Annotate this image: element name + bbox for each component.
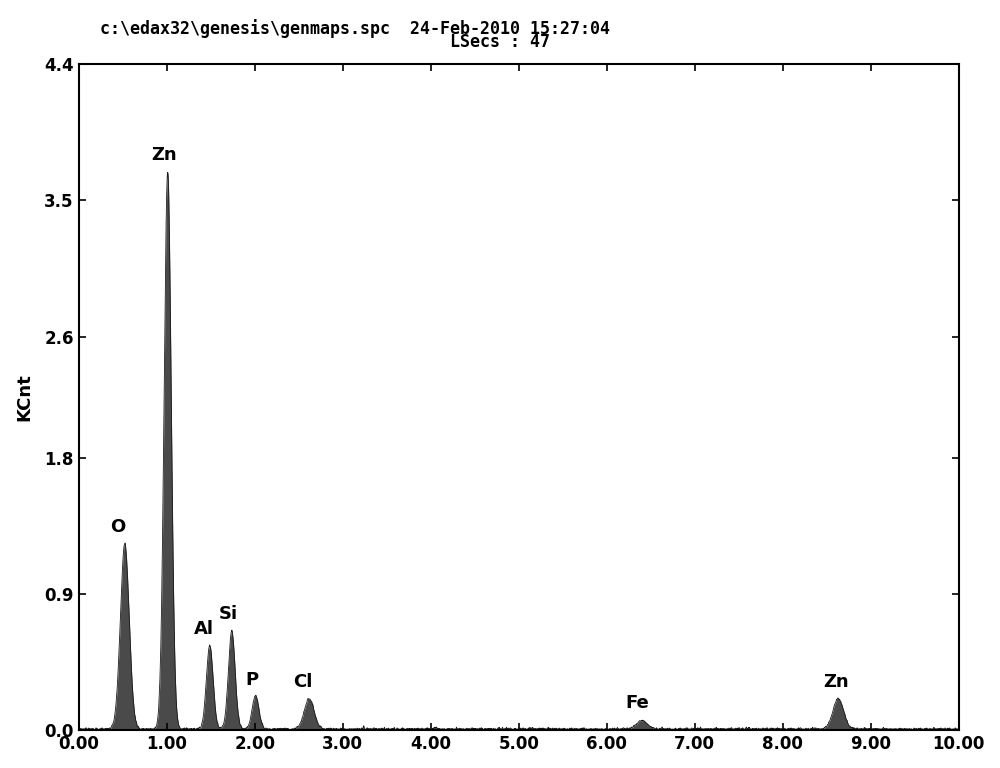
Text: Zn: Zn [151, 146, 177, 164]
Y-axis label: KCnt: KCnt [15, 373, 33, 421]
Text: Zn: Zn [823, 673, 848, 690]
Text: O: O [111, 518, 126, 536]
Text: LSecs : 47: LSecs : 47 [450, 33, 550, 51]
Text: Si: Si [219, 604, 238, 623]
Text: Al: Al [194, 620, 214, 637]
Text: Cl: Cl [293, 673, 313, 690]
Text: Fe: Fe [626, 694, 649, 712]
Text: c:\edax32\genesis\genmaps.spc  24-Feb-2010 15:27:04: c:\edax32\genesis\genmaps.spc 24-Feb-201… [100, 19, 610, 38]
Text: P: P [245, 671, 259, 689]
